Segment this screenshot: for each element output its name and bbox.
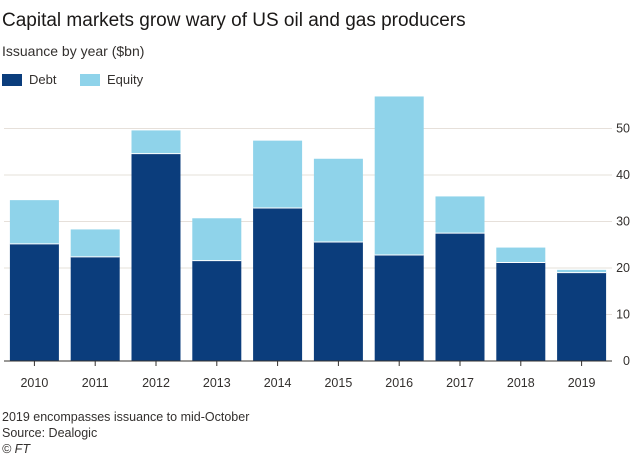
legend-label-equity: Equity xyxy=(107,72,144,87)
chart-title: Capital markets grow wary of US oil and … xyxy=(2,10,466,31)
y-tick-label-40: 40 xyxy=(616,168,630,182)
bar-debt-2012 xyxy=(131,153,181,361)
bar-debt-2013 xyxy=(192,260,242,361)
x-tick-label-2016: 2016 xyxy=(385,376,413,390)
bar-equity-2018 xyxy=(496,247,546,263)
bar-debt-2018 xyxy=(496,262,546,361)
bar-debt-2015 xyxy=(313,241,363,361)
legend-swatch-equity xyxy=(80,73,100,86)
bar-debt-2019 xyxy=(557,272,607,361)
x-tick-label-2011: 2011 xyxy=(82,376,109,390)
source-note: Source: Dealogic xyxy=(2,426,98,440)
x-tick-label-2013: 2013 xyxy=(203,376,231,390)
bar-debt-2017 xyxy=(435,233,485,361)
y-tick-label-10: 10 xyxy=(616,308,630,322)
bar-equity-2010 xyxy=(9,200,59,244)
bar-equity-2019 xyxy=(557,269,607,273)
legend-swatch-debt xyxy=(2,73,22,86)
bar-equity-2017 xyxy=(435,196,485,234)
ft-credit: © FT xyxy=(2,442,30,456)
bar-debt-2010 xyxy=(9,243,59,361)
y-tick-label-0: 0 xyxy=(623,354,630,368)
x-tick-label-2010: 2010 xyxy=(20,376,48,390)
x-tick-label-2015: 2015 xyxy=(324,376,352,390)
x-tick-label-2012: 2012 xyxy=(142,376,170,390)
bar-equity-2012 xyxy=(131,130,181,154)
legend-label-debt: Debt xyxy=(29,72,57,87)
bar-debt-2011 xyxy=(70,256,120,361)
bar-equity-2016 xyxy=(374,96,424,256)
bar-equity-2011 xyxy=(70,229,120,257)
y-tick-label-20: 20 xyxy=(616,261,630,275)
bar-debt-2016 xyxy=(374,255,424,361)
x-tick-label-2014: 2014 xyxy=(264,376,292,390)
x-tick-label-2017: 2017 xyxy=(446,376,474,390)
y-tick-label-30: 30 xyxy=(616,215,630,229)
bar-equity-2015 xyxy=(313,158,363,242)
x-tick-label-2019: 2019 xyxy=(568,376,596,390)
legend-item-equity: Equity xyxy=(80,72,143,87)
bar-equity-2013 xyxy=(192,218,242,261)
footnote: 2019 encompasses issuance to mid-October xyxy=(2,410,250,424)
legend-item-debt: Debt xyxy=(2,72,56,87)
chart-subtitle: Issuance by year ($bn) xyxy=(2,43,145,59)
y-tick-label-50: 50 xyxy=(616,122,630,136)
bar-debt-2014 xyxy=(253,208,303,361)
bar-equity-2014 xyxy=(253,140,303,209)
x-tick-label-2018: 2018 xyxy=(507,376,535,390)
